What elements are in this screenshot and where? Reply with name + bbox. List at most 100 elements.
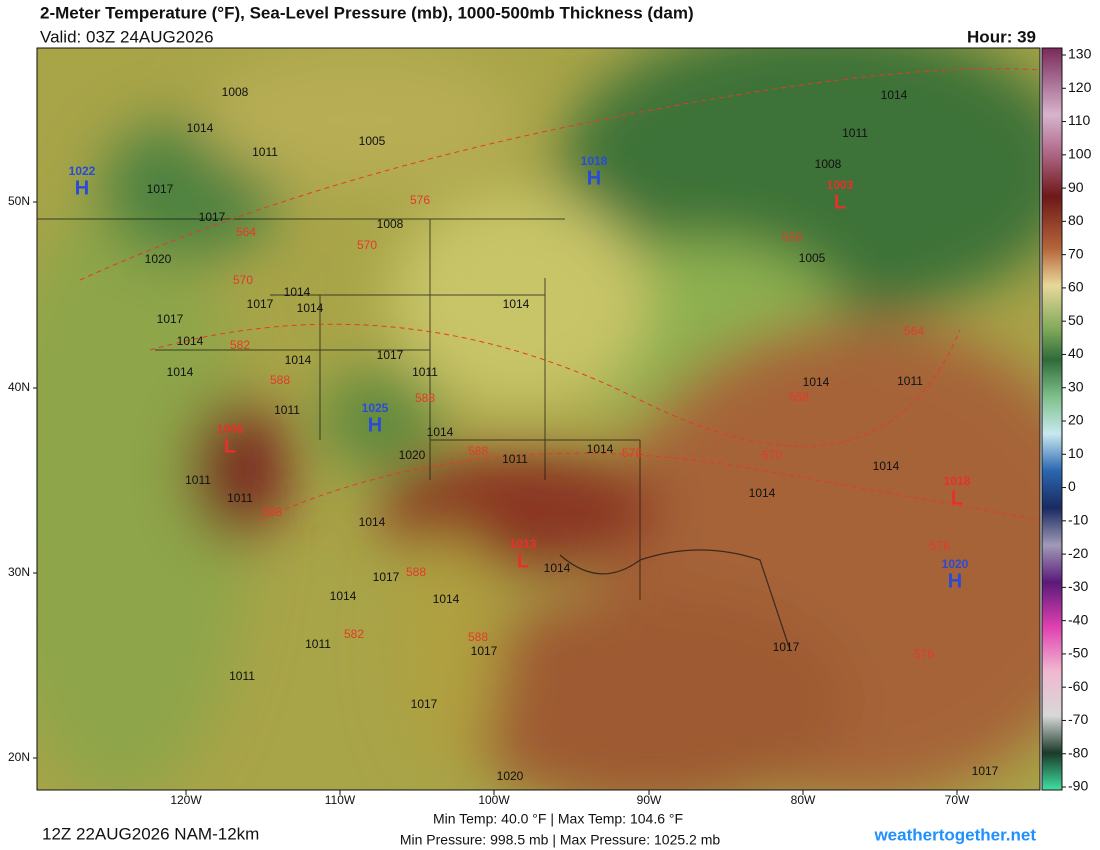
lat-label: 30N <box>8 565 30 579</box>
thickness-label: 576 <box>930 539 950 553</box>
isobar-label: 1014 <box>330 589 357 603</box>
colorbar-label: -70 <box>1068 711 1088 727</box>
colorbar-label: -60 <box>1068 678 1088 694</box>
isobar-label: 1005 <box>799 251 826 265</box>
thickness-label: 588 <box>415 391 435 405</box>
pressure-center-value: 1006 <box>217 422 244 436</box>
isobar-label: 1017 <box>773 640 800 654</box>
pressure-center-letter: L <box>224 435 236 457</box>
pressure-center-value: 1022 <box>69 164 96 178</box>
isobar-label: 1020 <box>145 252 172 266</box>
isobar-label: 1011 <box>185 473 211 487</box>
isobar-label: 1017 <box>247 297 274 311</box>
title: 2-Meter Temperature (°F), Sea-Level Pres… <box>40 3 694 22</box>
thickness-label: 570 <box>233 273 253 287</box>
thickness-lines <box>79 68 1040 521</box>
isobar-label: 1011 <box>229 669 255 683</box>
isobar-label: 1011 <box>412 365 438 379</box>
pressure-center-value: 1025 <box>362 401 389 415</box>
thickness-label: 576 <box>914 647 934 661</box>
pressure-center-value: 1003 <box>827 178 854 192</box>
isobar-label: 1017 <box>377 348 404 362</box>
isobar-label: 1014 <box>433 592 460 606</box>
pressure-center-letter: H <box>368 414 382 436</box>
isobar-label: 1011 <box>502 452 528 466</box>
isobar-label: 1011 <box>305 637 331 651</box>
pressure-center-letter: L <box>834 191 846 213</box>
pressure-center-value: 1020 <box>942 557 969 571</box>
lat-label: 50N <box>8 194 30 208</box>
thickness-label: 564 <box>904 324 924 338</box>
isobar-label: 1017 <box>199 210 226 224</box>
colorbar-label: 0 <box>1068 478 1076 494</box>
isobar-label: 1017 <box>373 570 400 584</box>
colorbar-label: 120 <box>1068 79 1092 95</box>
isobar-label: 1014 <box>297 301 324 315</box>
thickness-label: 588 <box>468 444 488 458</box>
colorbar <box>1041 47 1063 791</box>
isobar-label: 1014 <box>803 375 830 389</box>
thickness-label: 588 <box>468 630 488 644</box>
isobar-label: 1017 <box>972 764 999 778</box>
temp-range: Min Temp: 40.0 °F | Max Temp: 104.6 °F <box>433 811 683 827</box>
isobar-label: 1017 <box>147 182 174 196</box>
colorbar-label: 40 <box>1068 345 1084 361</box>
site-credit: weathertogether.net <box>873 825 1036 844</box>
thickness-label: 576 <box>622 446 642 460</box>
thickness-label: 558 <box>782 230 802 244</box>
thickness-label: 570 <box>762 448 782 462</box>
thickness-label: 588 <box>262 505 282 519</box>
thickness-label: 576 <box>410 193 430 207</box>
isobar-label: 1020 <box>399 448 426 462</box>
isobar-label: 1014 <box>881 88 908 102</box>
isobar-label: 1014 <box>177 334 204 348</box>
pressure-center-letter: H <box>75 177 89 199</box>
pressure-range: Min Pressure: 998.5 mb | Max Pressure: 1… <box>400 832 721 848</box>
isobar-label: 1014 <box>544 561 571 575</box>
lon-label: 90W <box>637 793 662 807</box>
isobar-label: 1014 <box>873 459 900 473</box>
colorbar-label: -20 <box>1068 545 1088 561</box>
lon-label: 100W <box>478 793 510 807</box>
isobar-label: 1014 <box>587 442 614 456</box>
colorbar-label: 60 <box>1068 279 1084 295</box>
isobar-label: 1014 <box>359 515 386 529</box>
pressure-center-value: 1013 <box>510 537 537 551</box>
colorbar-label: 90 <box>1068 179 1084 195</box>
thickness-label: 558 <box>789 390 809 404</box>
pressure-center-letter: L <box>517 550 529 572</box>
lon-label: 120W <box>170 793 202 807</box>
isobar-label: 1011 <box>252 145 278 159</box>
colorbar-label: 100 <box>1068 146 1092 162</box>
colorbar-label: -30 <box>1068 578 1088 594</box>
colorbar-label: 70 <box>1068 245 1084 261</box>
map <box>37 48 1040 790</box>
thickness-label: 564 <box>236 225 256 239</box>
lat-label: 20N <box>8 750 30 764</box>
isobar-label: 1008 <box>377 217 404 231</box>
isobar-label: 1014 <box>167 365 194 379</box>
colorbar-label: 50 <box>1068 312 1084 328</box>
colorbar-label: -90 <box>1068 778 1088 794</box>
isobar-label: 1014 <box>284 285 311 299</box>
temperature-field <box>37 48 1040 790</box>
thickness-label: 582 <box>344 627 364 641</box>
isobar-label: 1011 <box>842 126 868 140</box>
lon-label: 80W <box>791 793 816 807</box>
isobar-label: 1014 <box>503 297 530 311</box>
isobar-label: 1017 <box>157 312 184 326</box>
lon-label: 110W <box>325 793 356 807</box>
isobar-label: 1014 <box>187 121 214 135</box>
isobar-label: 1017 <box>471 644 498 658</box>
colorbar-label: -50 <box>1068 645 1088 661</box>
colorbar-label: 110 <box>1068 112 1091 128</box>
isobar-label: 1008 <box>815 157 842 171</box>
colorbar-label: -10 <box>1068 512 1088 528</box>
colorbar-label: 10 <box>1068 445 1084 461</box>
thickness-label: 570 <box>357 238 377 252</box>
pressure-center-letter: H <box>587 167 601 189</box>
isobar-label: 1011 <box>227 491 253 505</box>
forecast-hour: Hour: 39 <box>967 27 1036 46</box>
boundaries <box>37 218 791 651</box>
